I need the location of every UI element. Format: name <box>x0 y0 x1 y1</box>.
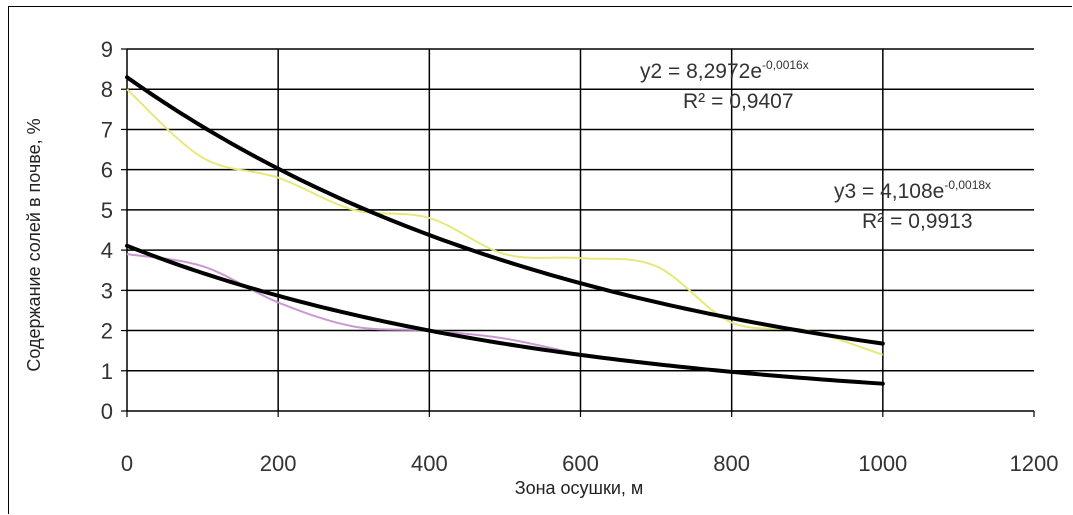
x-tick-label: 600 <box>562 451 599 476</box>
y-tick-label: 5 <box>101 198 113 223</box>
annotation-y2: y2 = 8,2972e-0,0016x R² = 0,9407 <box>640 58 809 113</box>
annotation-y3: y3 = 4,108e-0,0018x R² = 0,9913 <box>834 178 991 233</box>
annotation-y2-eq-base: y2 = 8,2972e <box>640 60 762 83</box>
annotation-y3-equation: y3 = 4,108e-0,0018x <box>834 178 991 203</box>
y-tick-label: 0 <box>101 399 113 424</box>
annotation-y3-eq-base: y3 = 4,108e <box>834 180 944 203</box>
trendline-layer <box>125 75 885 386</box>
annotation-y2-equation: y2 = 8,2972e-0,0016x <box>640 58 809 83</box>
y-tick-label: 8 <box>101 77 113 102</box>
annotation-y3-r2: R² = 0,9913 <box>862 210 973 233</box>
annotation-y2-r2-value: = 0,9407 <box>711 90 793 113</box>
y-tick-label: 1 <box>101 359 113 384</box>
series-line-1 <box>126 88 884 356</box>
y-tick-label: 7 <box>101 117 113 142</box>
trendline-1 <box>125 75 885 346</box>
series-layer <box>126 88 884 356</box>
x-tick-label: 400 <box>411 451 448 476</box>
x-tick-label: 1200 <box>1010 451 1059 476</box>
y-tick-label: 9 <box>101 37 113 62</box>
series-line-2 <box>126 253 581 356</box>
x-axis-title: Зона осушки, м <box>515 478 644 498</box>
y-axis-title: Содержание солей в почве, % <box>24 118 44 371</box>
x-tick-label: 1000 <box>858 451 907 476</box>
annotation-y3-r2-value: = 0,9913 <box>890 210 972 233</box>
trendline-2 <box>125 243 885 386</box>
tick-labels: 0 1 2 3 4 5 6 7 8 9 0 200 400 600 800 1000 1200 <box>101 37 1059 476</box>
y-tick-label: 6 <box>101 158 113 183</box>
annotation-y2-r2-label: R² <box>683 90 705 113</box>
annotation-y3-eq-exponent: -0,0018x <box>944 178 991 192</box>
annotation-y2-r2: R² = 0,9407 <box>683 90 794 113</box>
axes <box>121 48 1035 417</box>
y-tick-label: 2 <box>101 319 113 344</box>
x-tick-label: 800 <box>713 451 750 476</box>
x-tick-label: 0 <box>121 451 133 476</box>
y-tick-label: 3 <box>101 278 113 303</box>
chart-frame <box>8 6 1072 514</box>
y-tick-label: 4 <box>101 238 113 263</box>
annotation-y3-r2-label: R² <box>862 210 884 233</box>
x-tick-label: 200 <box>260 451 297 476</box>
grid-lines <box>127 48 1034 411</box>
annotation-y2-eq-exponent: -0,0016x <box>762 58 809 72</box>
